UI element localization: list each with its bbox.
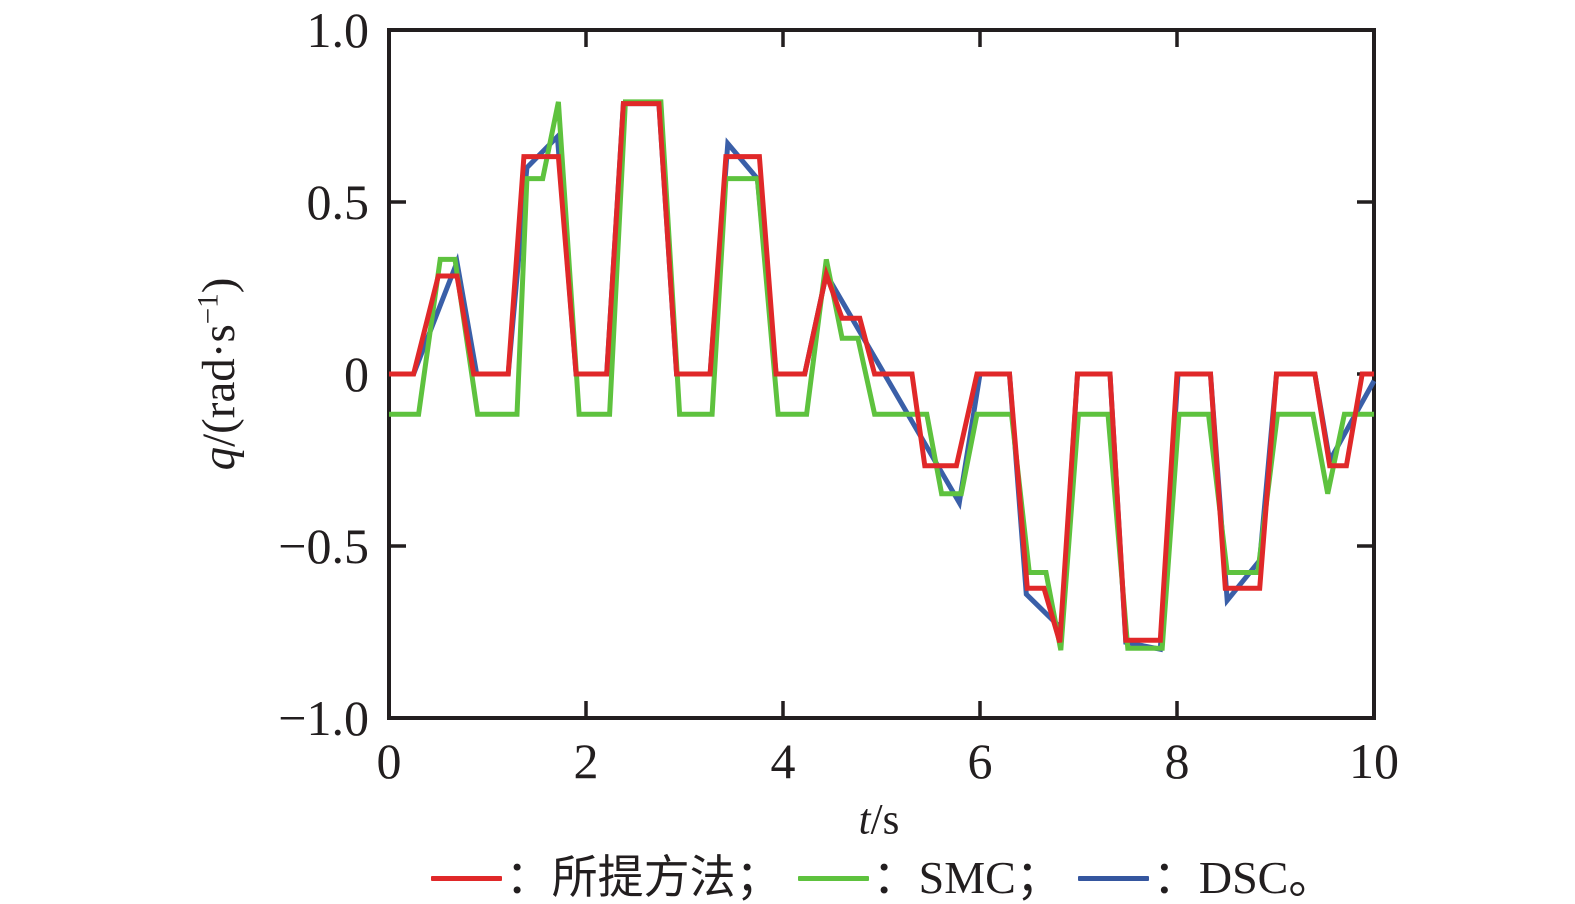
y-tick-label: −0.5 bbox=[278, 518, 369, 574]
x-axis-label: t/s bbox=[859, 796, 900, 845]
y-axis-label-exponent: −1 bbox=[192, 293, 225, 325]
x-tick-label: 6 bbox=[968, 733, 993, 789]
y-tick-label: 0.5 bbox=[307, 174, 370, 230]
legend-label-dsc: ：DSC。 bbox=[1152, 852, 1335, 903]
legend: ：所提方法； ：SMC； ：DSC。 bbox=[190, 849, 1575, 904]
y-tick-label: −1.0 bbox=[278, 690, 369, 746]
x-tick-label: 4 bbox=[771, 733, 796, 789]
legend-item-smc: ：SMC； bbox=[797, 852, 1062, 903]
legend-item-dsc: ：DSC。 bbox=[1077, 852, 1335, 903]
legend-item-proposed-method: ：所提方法； bbox=[430, 852, 782, 903]
proposed-method-line-swatch bbox=[430, 875, 502, 881]
y-axis-label-symbol: q bbox=[193, 446, 245, 471]
y-tick-label: 1.0 bbox=[307, 2, 370, 58]
dsc-line-swatch bbox=[1077, 875, 1149, 881]
legend-label-proposed-method: ：所提方法； bbox=[505, 852, 782, 903]
legend-label-smc: ：SMC； bbox=[872, 852, 1062, 903]
x-axis-label-symbol: t bbox=[858, 796, 871, 844]
x-tick-label: 8 bbox=[1165, 733, 1190, 789]
x-tick-label: 10 bbox=[1349, 733, 1399, 789]
y-tick-label: 0 bbox=[344, 346, 369, 402]
smc-line-swatch bbox=[797, 875, 869, 881]
series-line-所提方法 bbox=[389, 101, 1374, 644]
y-axis-label-unit: /(rad·s bbox=[193, 324, 245, 447]
y-axis-label: q/(rad·s−1) bbox=[192, 278, 246, 471]
x-axis-label-unit: /s bbox=[870, 796, 900, 844]
x-tick-label: 0 bbox=[377, 733, 402, 789]
x-tick-label: 2 bbox=[574, 733, 599, 789]
series-line-SMC bbox=[389, 99, 1374, 651]
y-axis-label-close: ) bbox=[193, 277, 245, 294]
